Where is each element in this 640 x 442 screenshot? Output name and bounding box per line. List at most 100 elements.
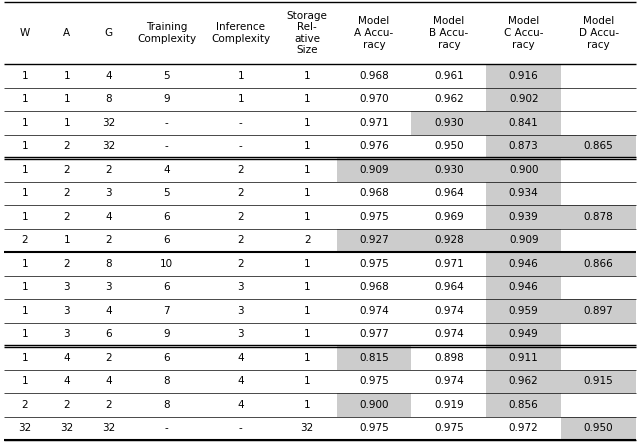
Text: 3: 3	[237, 329, 244, 339]
Text: G: G	[104, 28, 113, 38]
Text: 0.964: 0.964	[434, 188, 464, 198]
Bar	[337, 229, 412, 252]
Text: 2: 2	[237, 212, 244, 222]
Text: 1: 1	[63, 94, 70, 104]
Text: 0.962: 0.962	[509, 376, 539, 386]
Text: 1: 1	[304, 353, 310, 363]
Text: 6: 6	[163, 235, 170, 245]
Text: 1: 1	[22, 94, 28, 104]
Text: 32: 32	[19, 423, 31, 433]
Text: -: -	[239, 423, 243, 433]
Text: -: -	[239, 118, 243, 128]
Text: 0.975: 0.975	[359, 259, 389, 269]
Text: 2: 2	[63, 141, 70, 151]
Text: 1: 1	[22, 376, 28, 386]
Text: 4: 4	[237, 376, 244, 386]
Text: 9: 9	[163, 94, 170, 104]
Bar	[337, 393, 412, 416]
Text: 32: 32	[60, 423, 74, 433]
Text: -: -	[239, 141, 243, 151]
Text: 2: 2	[106, 400, 112, 410]
Text: 0.909: 0.909	[509, 235, 538, 245]
Text: 10: 10	[160, 259, 173, 269]
Text: 0.815: 0.815	[359, 353, 389, 363]
Text: 0.959: 0.959	[509, 306, 539, 316]
Text: 3: 3	[237, 306, 244, 316]
Text: 1: 1	[304, 118, 310, 128]
Text: 0.964: 0.964	[434, 282, 464, 292]
Text: 1: 1	[304, 329, 310, 339]
Text: 0.974: 0.974	[359, 306, 389, 316]
Bar	[561, 252, 636, 275]
Text: 4: 4	[63, 353, 70, 363]
Text: 5: 5	[163, 188, 170, 198]
Text: Model
A Accu-
racy: Model A Accu- racy	[355, 16, 394, 50]
Bar	[486, 323, 561, 346]
Text: 1: 1	[22, 259, 28, 269]
Bar	[486, 275, 561, 299]
Text: 0.975: 0.975	[359, 376, 389, 386]
Text: Storage
Rel-
ative
Size: Storage Rel- ative Size	[287, 11, 328, 55]
Text: Model
D Accu-
racy: Model D Accu- racy	[579, 16, 619, 50]
Text: 0.970: 0.970	[359, 94, 388, 104]
Text: 0.927: 0.927	[359, 235, 389, 245]
Text: W: W	[20, 28, 30, 38]
Text: 2: 2	[63, 212, 70, 222]
Text: 3: 3	[63, 306, 70, 316]
Text: 1: 1	[22, 71, 28, 81]
Text: 1: 1	[304, 400, 310, 410]
Text: 0.900: 0.900	[359, 400, 388, 410]
Text: 7: 7	[163, 306, 170, 316]
Text: 2: 2	[237, 165, 244, 175]
Text: Model
B Accu-
racy: Model B Accu- racy	[429, 16, 468, 50]
Text: 1: 1	[304, 376, 310, 386]
Text: 8: 8	[163, 400, 170, 410]
Text: 1: 1	[304, 71, 310, 81]
Bar	[337, 158, 412, 182]
Text: 6: 6	[163, 212, 170, 222]
Text: 2: 2	[106, 235, 112, 245]
Text: 4: 4	[63, 376, 70, 386]
Text: 9: 9	[163, 329, 170, 339]
Text: 32: 32	[102, 118, 115, 128]
Bar	[486, 346, 561, 370]
Text: 4: 4	[106, 306, 112, 316]
Text: 0.977: 0.977	[359, 329, 389, 339]
Bar	[486, 370, 561, 393]
Text: 32: 32	[102, 141, 115, 151]
Text: 0.930: 0.930	[434, 118, 463, 128]
Bar	[412, 111, 486, 134]
Bar	[412, 158, 486, 182]
Text: 3: 3	[106, 282, 112, 292]
Bar	[337, 346, 412, 370]
Text: 6: 6	[106, 329, 112, 339]
Text: Training
Complexity: Training Complexity	[137, 22, 196, 44]
Text: 4: 4	[237, 353, 244, 363]
Text: 0.916: 0.916	[509, 71, 539, 81]
Bar	[486, 64, 561, 88]
Text: 2: 2	[63, 259, 70, 269]
Bar	[561, 370, 636, 393]
Bar	[486, 252, 561, 275]
Text: 0.946: 0.946	[509, 259, 539, 269]
Text: 2: 2	[304, 235, 310, 245]
Bar	[561, 205, 636, 229]
Text: 2: 2	[106, 165, 112, 175]
Text: 1: 1	[304, 165, 310, 175]
Text: 3: 3	[63, 282, 70, 292]
Text: Inference
Complexity: Inference Complexity	[211, 22, 270, 44]
Text: 0.866: 0.866	[584, 259, 613, 269]
Text: 0.900: 0.900	[509, 165, 538, 175]
Text: 0.968: 0.968	[359, 282, 389, 292]
Text: 1: 1	[22, 141, 28, 151]
Text: 0.919: 0.919	[434, 400, 464, 410]
Text: 1: 1	[22, 188, 28, 198]
Text: 0.909: 0.909	[359, 165, 388, 175]
Text: 0.974: 0.974	[434, 329, 464, 339]
Text: 0.975: 0.975	[359, 423, 389, 433]
Text: 0.930: 0.930	[434, 165, 463, 175]
Bar	[486, 299, 561, 323]
Text: 0.961: 0.961	[434, 71, 464, 81]
Text: 1: 1	[304, 212, 310, 222]
Text: 2: 2	[63, 165, 70, 175]
